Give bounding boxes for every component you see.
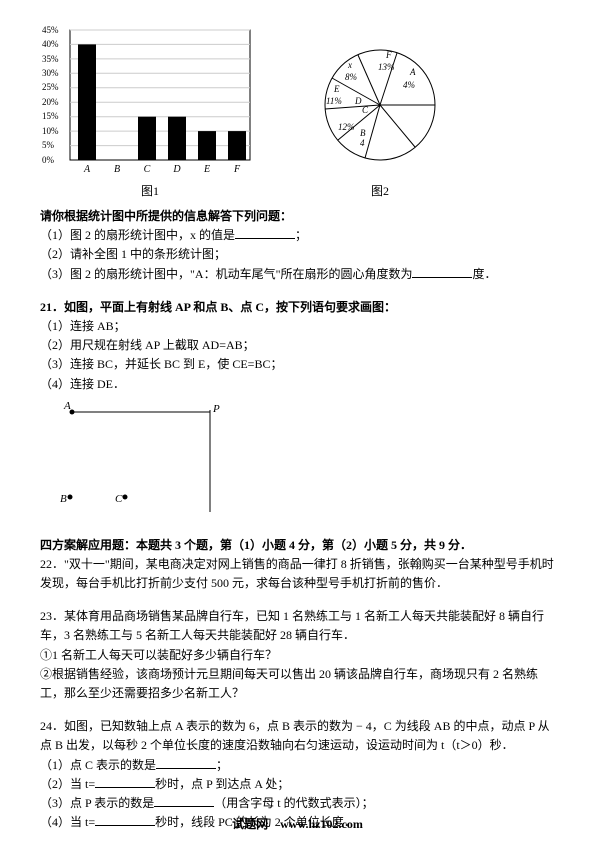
svg-text:E: E bbox=[203, 164, 210, 175]
q21-1: （1）连接 AB； bbox=[40, 317, 555, 336]
svg-text:15%: 15% bbox=[42, 111, 59, 121]
q20-3a: （3）图 2 的扇形统计图中，"A：机动车尾气"所在扇形的圆心角度数为 bbox=[40, 267, 412, 281]
bar-chart-label: 图1 bbox=[40, 182, 260, 199]
svg-text:45%: 45% bbox=[42, 25, 59, 35]
svg-text:13%: 13% bbox=[378, 62, 395, 72]
svg-text:35%: 35% bbox=[42, 54, 59, 64]
q22: 22．"双十一"期间，某电商决定对网上销售的商品一律打 8 折销售，张翰购买一台… bbox=[40, 555, 555, 593]
label-A: A bbox=[63, 402, 71, 412]
q24-3a: （3）点 P 表示的数是 bbox=[40, 796, 154, 810]
svg-text:C: C bbox=[144, 164, 151, 175]
svg-text:0%: 0% bbox=[42, 155, 55, 165]
q23-2: ②根据销售经验，该商场预计元旦期间每天可以售出 20 辆该品牌自行车，商场现只有… bbox=[40, 665, 555, 703]
svg-text:D: D bbox=[354, 96, 362, 106]
q21-title: 21．如图，平面上有射线 AP 和点 B、点 C，按下列语句要求画图： bbox=[40, 298, 555, 317]
q23: 23．某体育用品商场销售某品牌自行车，已知 1 名熟练工与 1 名新工人每天共能… bbox=[40, 607, 555, 645]
label-C: C bbox=[115, 493, 123, 505]
pie-chart-label: 图2 bbox=[290, 182, 470, 199]
q20-1-text: （1）图 2 的扇形统计图中，x 的值是 bbox=[40, 228, 235, 242]
intro-line: 请你根据统计图中所提供的信息解答下列问题： bbox=[40, 207, 555, 226]
q24-2b: 秒时，点 P 到达点 A 处； bbox=[155, 777, 289, 791]
svg-text:8%: 8% bbox=[345, 72, 357, 82]
q21-3: （3）连接 BC，并延长 BC 到 E，使 CE=BC； bbox=[40, 355, 555, 374]
bar-chart: 0% 5% 10% 15% 20% 25% 30% bbox=[40, 20, 260, 180]
q20-1-suffix: ； bbox=[295, 228, 307, 242]
q20-3b: 度． bbox=[472, 267, 496, 281]
section2-header: 四方案解应用题：本题共 3 个题，第（1）小题 4 分，第（2）小题 5 分，共… bbox=[40, 536, 555, 555]
svg-text:B: B bbox=[114, 164, 120, 175]
svg-text:4: 4 bbox=[360, 138, 365, 148]
blank bbox=[95, 775, 155, 788]
q21-4: （4）连接 DE． bbox=[40, 375, 555, 394]
svg-text:25%: 25% bbox=[42, 82, 59, 92]
q24-3: （3）点 P 表示的数是 （用含字母 t 的代数式表示）； bbox=[40, 794, 555, 813]
q20-1: （1）图 2 的扇形统计图中，x 的值是 ； bbox=[40, 226, 555, 245]
blank bbox=[156, 756, 216, 769]
svg-text:C: C bbox=[362, 105, 369, 115]
svg-text:5%: 5% bbox=[42, 140, 55, 150]
pie-chart: A 4% F 13% x 8% E 11% D C 12% B 4 bbox=[290, 30, 470, 180]
q20-3: （3）图 2 的扇形统计图中，"A：机动车尾气"所在扇形的圆心角度数为 度． bbox=[40, 265, 555, 284]
bar-chart-container: 0% 5% 10% 15% 20% 25% 30% bbox=[40, 20, 260, 199]
q24-1-text: （1）点 C 表示的数是 bbox=[40, 758, 156, 772]
q20-2: （2）请补全图 1 中的条形统计图； bbox=[40, 245, 555, 264]
label-P: P bbox=[212, 403, 220, 415]
q24-2: （2）当 t= 秒时，点 P 到达点 A 处； bbox=[40, 775, 555, 794]
blank bbox=[412, 265, 472, 278]
svg-text:20%: 20% bbox=[42, 97, 59, 107]
svg-text:4%: 4% bbox=[403, 80, 415, 90]
page-footer: 试题网 www.hz102.com bbox=[0, 815, 595, 832]
q21-2: （2）用尺规在射线 AP 上截取 AD=AB； bbox=[40, 336, 555, 355]
q24-1-suffix: ； bbox=[216, 758, 228, 772]
blank bbox=[235, 226, 295, 239]
svg-text:A: A bbox=[83, 164, 91, 175]
blank bbox=[154, 794, 214, 807]
q24-3b: （用含字母 t 的代数式表示）； bbox=[214, 796, 373, 810]
pie-chart-container: A 4% F 13% x 8% E 11% D C 12% B 4 bbox=[290, 30, 470, 199]
q24: 24．如图，已知数轴上点 A 表示的数为 6，点 B 表示的数为 − 4，C 为… bbox=[40, 717, 555, 755]
svg-text:12%: 12% bbox=[338, 122, 355, 132]
q24-2a: （2）当 t= bbox=[40, 777, 95, 791]
svg-text:E: E bbox=[333, 84, 340, 94]
svg-text:x: x bbox=[347, 60, 352, 70]
geometry-figure: A P B C bbox=[60, 402, 260, 522]
svg-text:F: F bbox=[385, 50, 392, 60]
svg-text:11%: 11% bbox=[326, 96, 342, 106]
svg-text:D: D bbox=[172, 164, 181, 175]
svg-text:A: A bbox=[409, 67, 416, 77]
svg-text:F: F bbox=[233, 164, 241, 175]
q24-1: （1）点 C 表示的数是 ； bbox=[40, 756, 555, 775]
svg-text:10%: 10% bbox=[42, 126, 59, 136]
svg-text:30%: 30% bbox=[42, 68, 59, 78]
svg-text:40%: 40% bbox=[42, 39, 59, 49]
label-B: B bbox=[60, 493, 67, 505]
svg-text:B: B bbox=[360, 128, 366, 138]
q23-1: ①1 名新工人每天可以装配好多少辆自行车？ bbox=[40, 646, 555, 665]
